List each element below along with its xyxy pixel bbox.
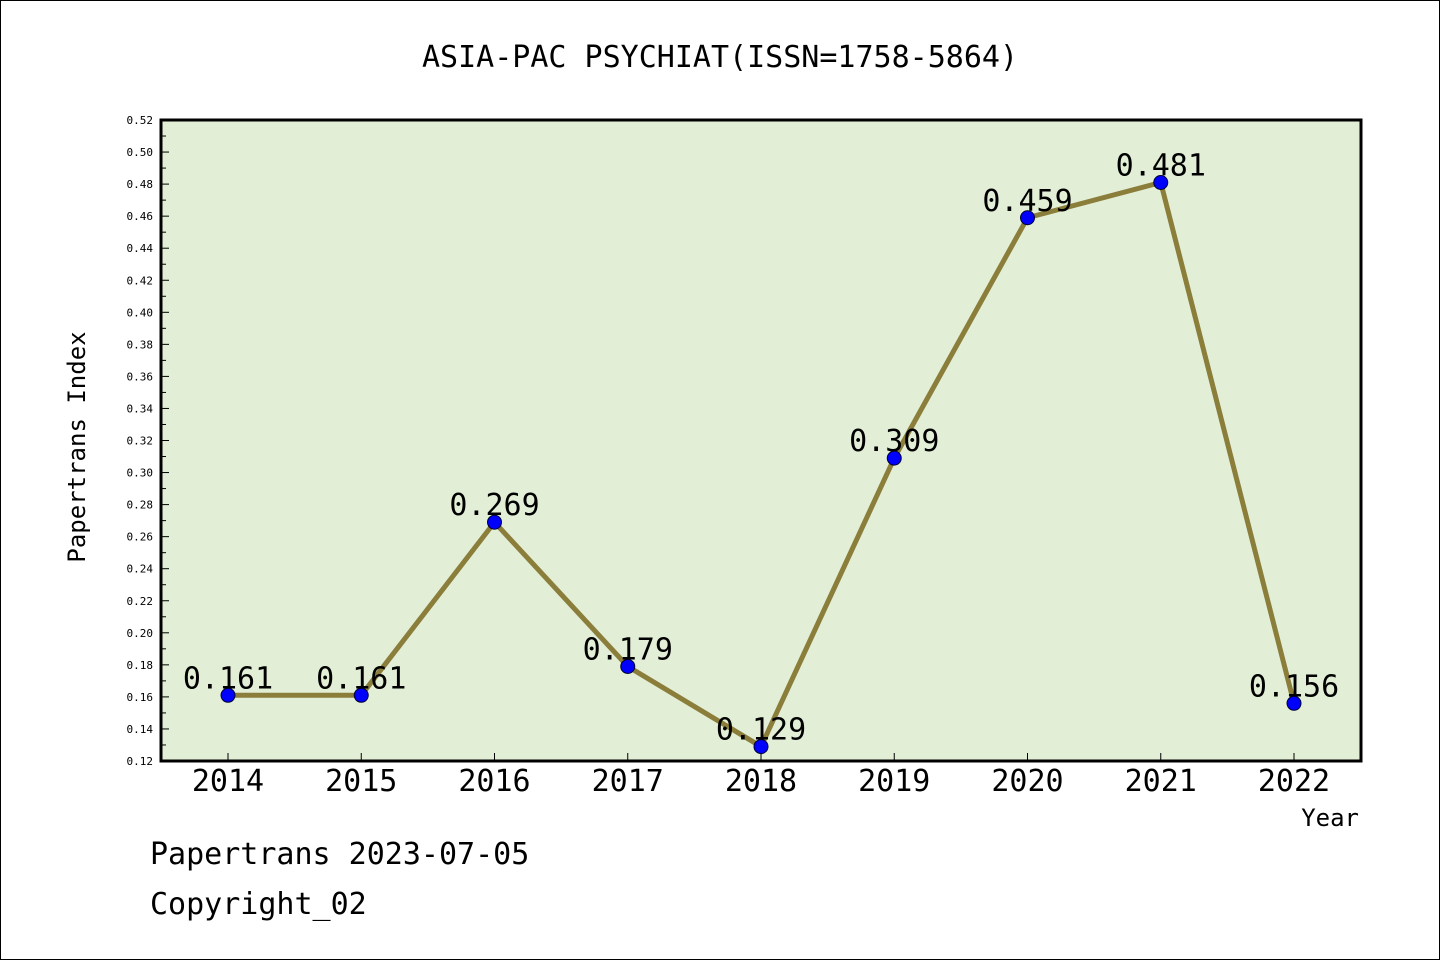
y-tick-label: 0.40 [127, 306, 154, 319]
x-tick-label: 2019 [858, 764, 930, 799]
x-tick-label: 2015 [325, 764, 397, 799]
y-tick-label: 0.30 [127, 467, 154, 480]
x-tick-label: 2016 [458, 764, 530, 799]
y-tick-label: 0.14 [127, 723, 154, 736]
y-tick-label: 0.28 [127, 499, 154, 512]
x-axis-ticks: 2014 2015 2016 2017 2018 2019 2020 2021 2022 [192, 753, 1330, 799]
data-point-marker [620, 658, 636, 674]
footer-date: Papertrans 2023-07-05 [150, 837, 529, 872]
plot-area [159, 118, 1363, 763]
y-tick-label: 0.24 [127, 563, 154, 576]
x-tick-label: 2022 [1258, 764, 1330, 799]
y-tick-label: 0.16 [127, 691, 154, 704]
y-axis-label: Papertrans Index [63, 331, 91, 562]
data-point-label: 0.459 [982, 184, 1072, 219]
data-point-marker [753, 739, 769, 755]
y-tick-label: 0.42 [127, 274, 154, 287]
y-tick-label: 0.20 [127, 627, 154, 640]
data-point-marker [1286, 695, 1302, 711]
data-point-marker [1153, 174, 1169, 190]
y-tick-label: 0.50 [127, 146, 154, 159]
data-point-label: 0.161 [316, 661, 406, 696]
series-markers [220, 174, 1302, 755]
data-point-label: 0.129 [716, 713, 806, 748]
y-tick-label: 0.12 [127, 755, 154, 768]
data-point-label: 0.481 [1116, 148, 1206, 183]
x-tick-label: 2021 [1125, 764, 1197, 799]
y-tick-label: 0.52 [127, 114, 154, 127]
y-tick-label: 0.18 [127, 659, 154, 672]
chart-title: ASIA-PAC PSYCHIAT(ISSN=1758-5864) [422, 40, 1018, 75]
data-point-marker [1020, 210, 1035, 226]
data-point-label: 0.309 [849, 424, 939, 459]
data-point-marker [487, 514, 502, 530]
x-tick-label: 2018 [725, 764, 797, 799]
data-point-label: 0.179 [583, 632, 673, 667]
data-point-label: 0.156 [1249, 669, 1339, 704]
x-tick-label: 2014 [192, 764, 264, 799]
data-point-marker [353, 687, 369, 703]
data-point-label: 0.161 [183, 661, 273, 696]
y-tick-label: 0.34 [127, 402, 154, 415]
data-labels: 0.161 0.161 0.269 0.179 0.129 0.309 0.459 0.481… [183, 148, 1339, 747]
data-point-marker [886, 450, 902, 466]
y-tick-label: 0.48 [127, 178, 154, 191]
y-axis-ticks: 0.12 0.14 0.16 0.18 0.20 0.22 0.24 0.26 0.28 0.30… [127, 114, 169, 768]
y-tick-label: 0.38 [127, 338, 154, 351]
y-tick-label: 0.46 [127, 210, 154, 223]
y-tick-label: 0.44 [127, 242, 154, 255]
x-axis-label: Year [1301, 804, 1359, 832]
y-tick-label: 0.22 [127, 595, 154, 608]
y-tick-label: 0.32 [127, 435, 154, 448]
x-tick-label: 2017 [592, 764, 664, 799]
data-point-label: 0.269 [449, 488, 539, 523]
y-tick-label: 0.36 [127, 370, 154, 383]
y-tick-label: 0.26 [127, 531, 154, 544]
data-point-marker [220, 687, 236, 703]
x-tick-label: 2020 [991, 764, 1063, 799]
footer-copyright: Copyright_02 [150, 887, 367, 922]
